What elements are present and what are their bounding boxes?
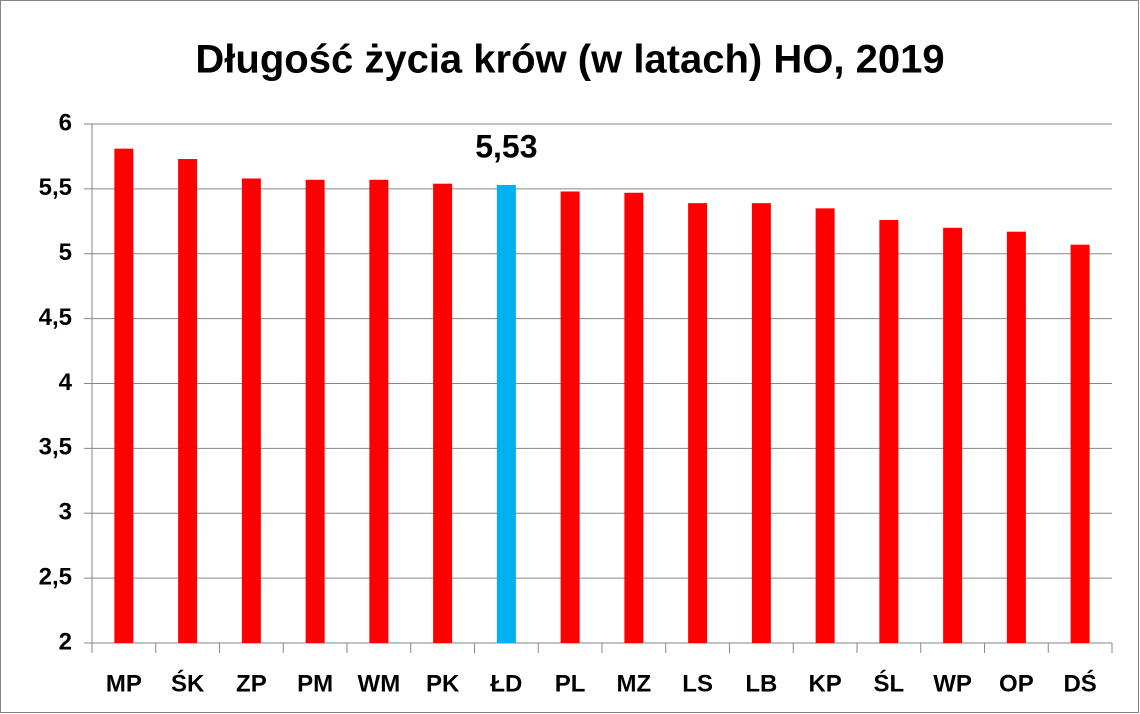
x-tick-label: WM xyxy=(358,670,401,697)
chart-title: Długość życia krów (w latach) HO, 2019 xyxy=(195,38,944,82)
bar xyxy=(114,148,134,643)
bar xyxy=(879,220,899,643)
y-tick-label: 6 xyxy=(59,109,72,136)
x-tick-label: PK xyxy=(426,670,460,697)
data-label: 5,53 xyxy=(475,128,537,164)
y-tick-label: 3,5 xyxy=(39,434,72,461)
x-tick-label: KP xyxy=(808,670,841,697)
x-tick-label: ŁD xyxy=(490,670,522,697)
y-tick-label: 4 xyxy=(59,369,73,396)
bar xyxy=(624,192,644,643)
bar xyxy=(178,159,198,643)
x-tick-label: ŚL xyxy=(874,669,905,697)
bar xyxy=(1070,244,1090,644)
y-tick-label: 4,5 xyxy=(39,304,72,331)
bar xyxy=(369,179,389,644)
y-tick-label: 3 xyxy=(59,499,72,526)
x-tick-label: ŚK xyxy=(171,669,205,697)
bar xyxy=(751,203,771,643)
x-tick-label: MZ xyxy=(617,670,652,697)
bar xyxy=(1006,231,1026,643)
x-tick-label: LS xyxy=(682,670,713,697)
y-tick-label: 5,5 xyxy=(39,174,72,201)
bar xyxy=(305,179,325,644)
x-tick-label: PM xyxy=(297,670,333,697)
bar xyxy=(815,208,835,643)
bar xyxy=(943,227,963,644)
x-tick-label: DŚ xyxy=(1063,669,1096,697)
bar xyxy=(688,203,708,643)
y-tick-label: 2,5 xyxy=(39,563,72,590)
x-tick-label: MP xyxy=(106,670,142,697)
x-tick-label: PL xyxy=(555,670,586,697)
bar xyxy=(496,184,516,644)
x-tick-label: LB xyxy=(745,670,777,697)
bar xyxy=(560,191,580,643)
x-tick-label: OP xyxy=(999,670,1034,697)
y-tick-label: 2 xyxy=(59,628,72,655)
x-tick-label: WP xyxy=(933,670,972,697)
x-tick-label: ZP xyxy=(236,670,267,697)
bar xyxy=(433,183,453,643)
bar xyxy=(241,178,261,643)
y-tick-label: 5 xyxy=(59,239,72,266)
